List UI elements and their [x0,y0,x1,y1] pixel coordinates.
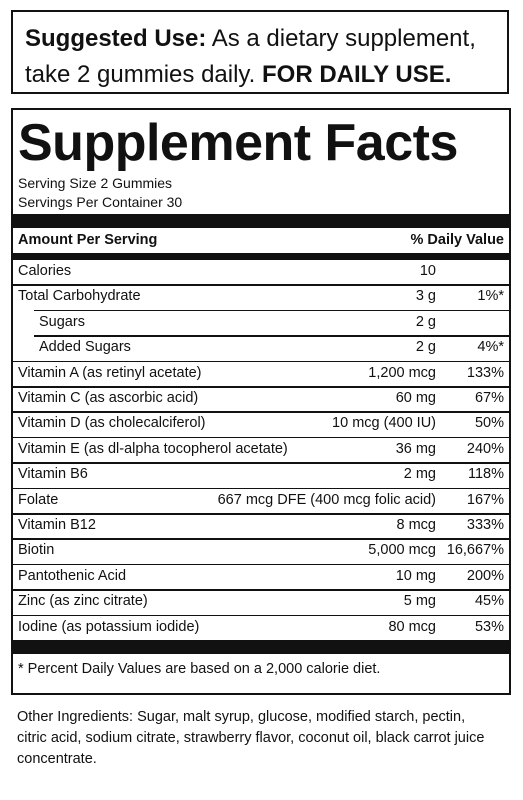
nutrient-dv: 200% [466,567,504,584]
nutrient-dv: 118% [467,466,504,483]
thick-divider [13,214,509,228]
serving-size: Serving Size 2 Gummies [18,175,173,191]
row-divider [34,335,509,337]
nutrient-amount: 10 mg [395,567,436,584]
nutrient-name: Vitamin C (as ascorbic acid) [18,390,199,406]
nutrient-dv: 4%* [477,339,504,356]
other-ingredients: Other Ingredients: Sugar, malt syrup, gl… [17,709,485,767]
row-divider [13,513,509,515]
nutrient-amount: 2 g [415,313,436,330]
nutrient-dv: 333% [466,517,504,533]
header-amount: Amount Per Serving [18,232,158,248]
footnote: * Percent Daily Values are based on a 2,… [18,661,381,677]
nutrient-dv: 50% [474,415,504,432]
facts-title: Supplement Facts [18,114,458,172]
nutrient-name: Sugars [39,313,85,330]
nutrient-amount: 3 g [415,288,436,305]
row-divider [13,411,509,413]
nutrient-name: Vitamin E (as dl-alpha tocopherol acetat… [18,440,288,457]
row-divider [13,589,509,591]
nutrient-amount: 667 mcg DFE (400 mcg folic acid) [217,491,436,508]
row-divider [13,284,509,286]
nutrient-name: Total Carbohydrate [18,288,141,305]
servings-per-container: Servings Per Container 30 [18,194,183,210]
row-divider [13,614,509,617]
row-divider [13,538,509,540]
nutrient-name: Vitamin D (as cholecalciferol) [18,415,206,432]
row-divider [13,563,509,566]
nutrient-dv: 1%* [477,288,504,305]
nutrient-amount: 10 [419,263,436,279]
header-divider [13,253,509,260]
nutrient-dv: 45% [474,593,504,610]
bottom-divider [13,640,509,654]
header-dv: % Daily Value [410,232,505,248]
nutrient-amount: 2 mg [403,466,436,483]
nutrient-name: Pantothenic Acid [18,567,127,584]
nutrient-dv: 167% [466,491,504,508]
suggested-use-label: Suggested Use: [25,25,207,52]
nutrient-name: Vitamin B12 [18,517,96,533]
nutrient-amount: 5 mg [403,593,436,610]
nutrient-amount: 60 mg [395,390,436,406]
row-divider [13,487,509,490]
nutrient-dv: 16,667% [446,542,504,559]
nutrient-amount: 10 mcg (400 IU) [332,415,436,432]
row-divider [13,360,509,363]
nutrient-amount: 36 mg [395,440,436,457]
nutrient-name: Folate [18,491,59,508]
row-divider [13,436,509,439]
nutrient-dv: 67% [474,390,504,406]
nutrient-dv: 53% [474,618,504,635]
nutrient-dv: 240% [466,440,504,457]
row-divider [13,386,509,388]
nutrient-amount: 5,000 mcg [368,542,436,559]
nutrient-name: Iodine (as potassium iodide) [18,618,200,635]
nutrient-name: Added Sugars [39,339,131,356]
nutrient-name: Vitamin A (as retinyl acetate) [18,364,202,381]
nutrient-amount: 1,200 mcg [368,364,436,381]
nutrient-amount: 8 mcg [396,517,437,533]
nutrient-amount: 80 mcg [388,618,436,635]
nutrient-name: Calories [18,263,72,279]
nutrient-dv: 133% [466,364,504,381]
supplement-facts-panel: Supplement Facts Serving Size 2 Gummies … [11,108,511,695]
row-divider [34,309,509,312]
suggested-use-text: As a dietary supplement, take 2 gummies … [25,25,476,88]
nutrient-name: Biotin [18,542,55,559]
nutrient-name: Vitamin B6 [18,466,88,483]
suggested-use-box: Suggested Use: As a dietary supplement, … [11,10,509,94]
row-divider [13,462,509,464]
nutrient-name: Zinc (as zinc citrate) [18,593,148,610]
suggested-use-emphasis: FOR DAILY USE. [262,61,452,88]
nutrient-amount: 2 g [415,339,436,356]
